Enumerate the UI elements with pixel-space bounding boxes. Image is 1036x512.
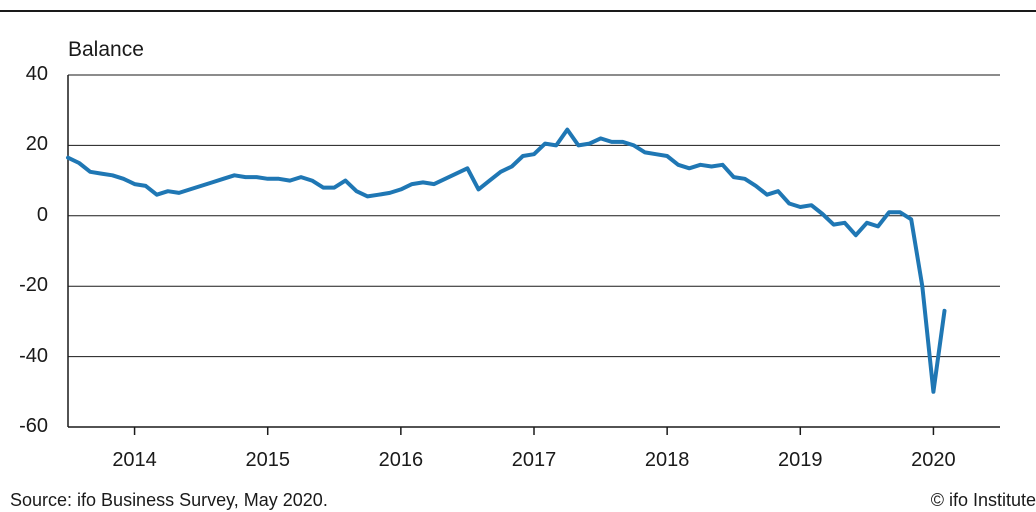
x-tick-label: 2015 (245, 449, 290, 471)
series-line (66, 127, 947, 394)
y-tick-label: -40 (19, 344, 48, 367)
y-tick-label: 0 (36, 203, 48, 226)
y-tick-label: 20 (25, 133, 48, 156)
source-note: Source: ifo Business Survey, May 2020. (10, 490, 328, 510)
x-tick-label: 2014 (112, 449, 157, 471)
x-tick-label: 2019 (778, 449, 823, 471)
x-tick-label: 2017 (511, 449, 557, 471)
x-tick-label: 2018 (644, 449, 690, 471)
y-tick-label: 40 (25, 63, 48, 85)
x-tick-label: 2016 (378, 449, 424, 471)
y-tick-label: -20 (19, 274, 48, 297)
copyright-note: © ifo Institute (930, 490, 1036, 510)
y-tick-label: -60 (19, 415, 48, 437)
x-tick-label: 2020 (911, 449, 956, 471)
y-axis-label: Balance (68, 38, 144, 61)
top-rule (0, 10, 1036, 12)
